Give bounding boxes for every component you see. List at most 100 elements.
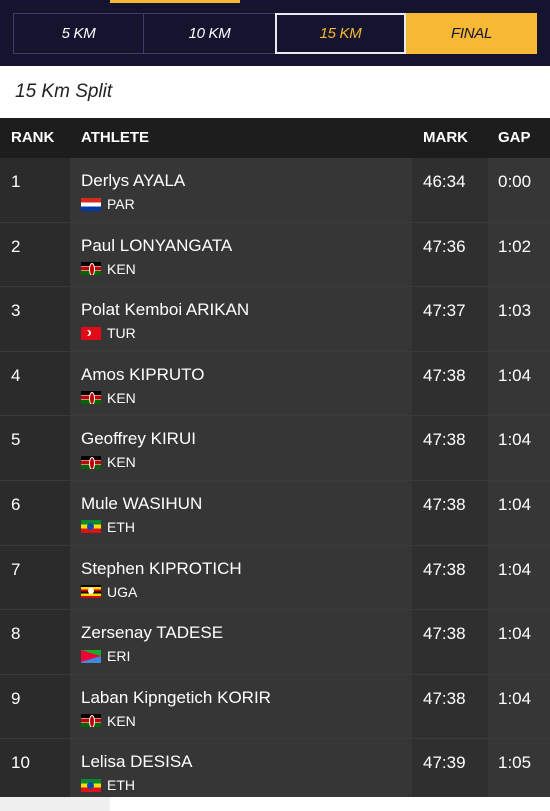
country-flag-icon: [81, 520, 101, 534]
athlete-name[interactable]: Stephen KIPROTICH: [81, 558, 242, 578]
split-title: 15 Km Split: [15, 81, 113, 102]
mark-cell: 46:34: [412, 158, 488, 222]
table-row[interactable]: 2 Paul LONYANGATA KEN 47:36 1:02: [0, 222, 550, 288]
header-gap: GAP: [498, 129, 531, 146]
mark-cell: 47:38: [412, 416, 488, 480]
gap-cell: 1:02: [488, 222, 550, 287]
athlete-cell: Stephen KIPROTICH UGA: [70, 545, 412, 610]
gap-value: 1:03: [498, 301, 532, 321]
athlete-name[interactable]: Zersenay TADESE: [81, 623, 224, 643]
mark-cell: 47:39: [412, 739, 488, 803]
mark-cell: 47:38: [412, 545, 488, 610]
athlete-cell: Paul LONYANGATA KEN: [70, 222, 412, 287]
athlete-name[interactable]: Mule WASIHUN: [81, 493, 203, 513]
table-row[interactable]: 5 Geoffrey KIRUI KEN 47:38 1:04: [0, 416, 550, 481]
gap-cell: 1:05: [488, 739, 550, 803]
tab-5km[interactable]: 5 KM: [13, 13, 144, 54]
country-code: TUR: [107, 325, 136, 342]
athlete-country: PAR: [81, 196, 135, 212]
rank-value: 4: [11, 365, 21, 385]
athlete-name[interactable]: Geoffrey KIRUI: [81, 429, 196, 449]
table-row[interactable]: 4 Amos KIPRUTO KEN 47:38 1:04: [0, 351, 550, 417]
results-table-header: RANK ATHLETE MARK GAP: [0, 118, 550, 158]
rank-value: 7: [11, 559, 21, 579]
rank-cell: 2: [0, 222, 70, 287]
gap-cell: 1:04: [488, 351, 550, 416]
rank-value: 3: [11, 301, 21, 321]
gap-value: 1:04: [498, 365, 532, 385]
athlete-cell: Derlys AYALA PAR: [70, 158, 412, 222]
tab-final[interactable]: FINAL: [406, 13, 537, 54]
athlete-cell: Geoffrey KIRUI KEN: [70, 416, 412, 480]
country-code: PAR: [107, 196, 135, 212]
gap-cell: 1:04: [488, 480, 550, 545]
rank-value: 10: [11, 753, 30, 773]
table-row[interactable]: 9 Laban Kipngetich KORIR KEN 47:38 1:04: [0, 674, 550, 740]
rank-cell: 10: [0, 739, 70, 803]
gap-value: 1:04: [498, 624, 532, 644]
athlete-cell: Polat Kemboi ARIKAN TUR: [70, 287, 412, 351]
athlete-country: KEN: [81, 454, 136, 470]
athlete-cell: Lelisa DESISA ETH: [70, 739, 412, 803]
table-row[interactable]: 10 Lelisa DESISA ETH 47:39 1:05: [0, 739, 550, 804]
header-athlete: ATHLETE: [81, 129, 150, 146]
mark-cell: 47:38: [412, 610, 488, 674]
athlete-cell: Mule WASIHUN ETH: [70, 480, 412, 545]
split-tabs-bar: 5 KM 10 KM 15 KM FINAL: [0, 0, 550, 66]
athlete-cell: Laban Kipngetich KORIR KEN: [70, 674, 412, 739]
rank-cell: 4: [0, 351, 70, 416]
mark-value: 47:38: [423, 365, 466, 385]
country-flag-icon: [81, 391, 101, 405]
mark-cell: 47:38: [412, 480, 488, 545]
rank-cell: 7: [0, 545, 70, 610]
table-row[interactable]: 1 Derlys AYALA PAR 46:34 0:00: [0, 158, 550, 223]
table-row[interactable]: 8 Zersenay TADESE ERI 47:38 1:04: [0, 610, 550, 675]
table-row[interactable]: 7 Stephen KIPROTICH UGA 47:38 1:04: [0, 545, 550, 611]
athlete-country: KEN: [81, 261, 136, 277]
mark-value: 47:38: [423, 688, 466, 708]
header-mark: MARK: [423, 129, 468, 146]
bottom-accent: [0, 797, 110, 811]
country-code: KEN: [107, 389, 136, 406]
country-code: KEN: [107, 260, 136, 277]
athlete-name[interactable]: Derlys AYALA: [81, 171, 186, 190]
gap-cell: 1:04: [488, 610, 550, 674]
mark-value: 47:38: [423, 430, 466, 450]
athlete-country: UGA: [81, 584, 137, 600]
mark-cell: 47:36: [412, 222, 488, 287]
tab-10km[interactable]: 10 KM: [143, 13, 276, 54]
gap-value: 1:04: [498, 688, 532, 708]
table-row[interactable]: 3 Polat Kemboi ARIKAN TUR 47:37 1:03: [0, 287, 550, 352]
header-rank: RANK: [11, 129, 55, 146]
gap-value: 1:05: [498, 753, 532, 773]
athlete-cell: Zersenay TADESE ERI: [70, 610, 412, 674]
table-row[interactable]: 6 Mule WASIHUN ETH 47:38 1:04: [0, 480, 550, 546]
tabs-top-accent: [110, 0, 240, 3]
rank-value: 1: [11, 172, 21, 191]
country-flag-icon: [81, 262, 101, 276]
gap-cell: 1:04: [488, 416, 550, 480]
athlete-country: KEN: [81, 713, 136, 729]
rank-value: 9: [11, 688, 21, 708]
rank-cell: 5: [0, 416, 70, 480]
rank-value: 8: [11, 624, 21, 644]
mark-cell: 47:37: [412, 287, 488, 351]
athlete-name[interactable]: Amos KIPRUTO: [81, 364, 205, 384]
athlete-name[interactable]: Lelisa DESISA: [81, 752, 193, 772]
country-flag-icon: [81, 326, 101, 340]
tab-15km[interactable]: 15 KM: [275, 13, 406, 54]
country-flag-icon: [81, 197, 101, 211]
athlete-name[interactable]: Polat Kemboi ARIKAN: [81, 300, 250, 320]
athlete-name[interactable]: Paul LONYANGATA: [81, 235, 233, 255]
mark-value: 47:38: [423, 624, 466, 644]
mark-value: 47:36: [423, 236, 466, 256]
country-code: ERI: [107, 648, 131, 665]
results-table-body: 1 Derlys AYALA PAR 46:34 0:00 2 Paul LONYANGAT…: [0, 158, 550, 804]
country-code: KEN: [107, 454, 136, 471]
athlete-name[interactable]: Laban Kipngetich KORIR: [81, 687, 271, 707]
mark-cell: 47:38: [412, 351, 488, 416]
rank-value: 6: [11, 494, 21, 514]
mark-value: 46:34: [423, 172, 466, 191]
rank-cell: 8: [0, 610, 70, 674]
mark-value: 47:37: [423, 301, 466, 321]
